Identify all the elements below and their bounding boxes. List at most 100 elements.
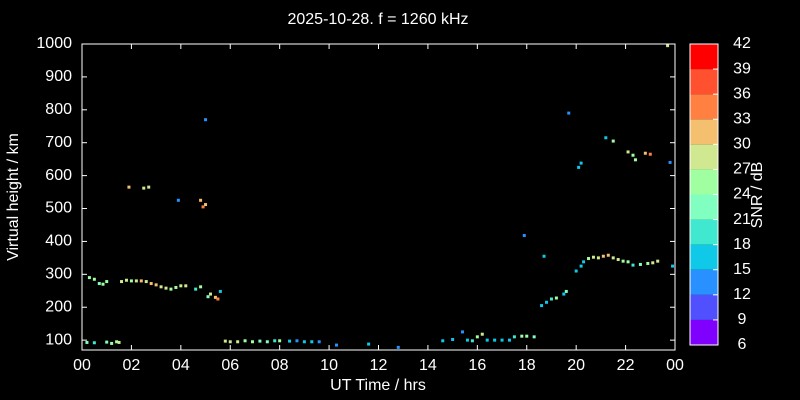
point <box>184 284 188 288</box>
point <box>120 280 124 284</box>
x-tick-label: 10 <box>320 357 338 374</box>
point <box>101 282 105 286</box>
x-tick-label: 08 <box>271 357 289 374</box>
point <box>651 261 655 265</box>
x-tick-label: 16 <box>468 357 486 374</box>
point <box>87 276 91 280</box>
point <box>574 269 578 273</box>
point <box>525 334 529 338</box>
point <box>591 255 595 259</box>
colorbar-tick-label: 6 <box>738 336 747 353</box>
point <box>194 287 198 291</box>
point <box>105 340 109 344</box>
point <box>493 338 497 342</box>
point <box>643 151 647 155</box>
point <box>631 263 635 267</box>
point <box>626 260 630 264</box>
point <box>250 340 254 344</box>
plot-frame <box>81 43 676 351</box>
colorbar-bin <box>690 44 718 70</box>
y-tick-label: 900 <box>45 68 72 85</box>
point <box>154 283 158 287</box>
x-tick-label: 04 <box>172 357 190 374</box>
point <box>540 304 544 308</box>
point <box>159 285 163 289</box>
point <box>579 161 583 165</box>
colorbar-tick-label: 39 <box>733 60 751 77</box>
colorbar-tick-label: 12 <box>733 286 751 303</box>
point <box>258 339 262 343</box>
point <box>129 279 133 283</box>
point <box>176 198 180 202</box>
x-tick-label: 00 <box>73 357 91 374</box>
point <box>92 341 96 345</box>
point <box>396 345 400 349</box>
point <box>582 260 586 264</box>
point <box>208 292 212 296</box>
y-tick-label: 500 <box>45 200 72 217</box>
point <box>236 340 240 344</box>
colorbar-tick-label: 9 <box>738 311 747 328</box>
colorbar-bin <box>690 194 718 220</box>
point <box>204 203 208 207</box>
point <box>127 185 131 189</box>
y-tick-label: 200 <box>45 298 72 315</box>
colorbar-tick-label: 24 <box>733 186 751 203</box>
point <box>507 338 511 342</box>
point <box>243 339 247 343</box>
point <box>512 335 516 339</box>
point <box>295 339 299 343</box>
x-axis-label: UT Time / hrs <box>330 377 426 394</box>
point <box>500 338 504 342</box>
colorbar-bin <box>690 69 718 95</box>
point <box>213 295 217 299</box>
colorbar-tick-label: 18 <box>733 236 751 253</box>
colorbar-tick-label: 30 <box>733 136 751 153</box>
colorbar-label: SNR / dB <box>749 162 766 229</box>
y-tick-label: 1000 <box>36 35 72 52</box>
point <box>115 340 119 344</box>
point <box>601 254 605 258</box>
point <box>142 186 146 190</box>
y-tick-label: 100 <box>45 331 72 348</box>
colorbar-tick-label: 27 <box>733 161 751 178</box>
point <box>611 139 615 143</box>
point <box>485 338 489 342</box>
point <box>147 185 151 189</box>
point <box>631 153 635 157</box>
x-tick-label: 14 <box>419 357 437 374</box>
point <box>223 339 227 343</box>
point <box>273 339 277 343</box>
point <box>562 292 566 296</box>
point <box>334 343 338 347</box>
point <box>554 296 558 300</box>
point <box>124 278 128 282</box>
point <box>577 165 581 169</box>
point <box>532 335 536 339</box>
point <box>149 282 153 286</box>
point <box>201 205 205 209</box>
point <box>596 256 600 260</box>
point <box>228 340 232 344</box>
x-tick-label: 02 <box>123 357 141 374</box>
colorbar-tick-label: 15 <box>733 261 751 278</box>
chart-title: 2025-10-28. f = 1260 kHz <box>287 11 468 28</box>
point <box>302 340 306 344</box>
x-tick-label: 12 <box>370 357 388 374</box>
point <box>465 338 469 342</box>
colorbar-bin <box>690 244 718 270</box>
point <box>134 279 138 283</box>
colorbar-tick-label: 36 <box>733 85 751 102</box>
y-tick-label: 600 <box>45 167 72 184</box>
colorbar-bin <box>690 319 718 345</box>
point <box>288 339 292 343</box>
colorbar-bin <box>690 219 718 245</box>
x-tick-label: 22 <box>617 357 635 374</box>
point <box>648 152 652 156</box>
point <box>218 289 222 293</box>
point <box>367 342 371 346</box>
colorbar-tick-label: 33 <box>733 110 751 127</box>
point <box>216 297 220 301</box>
